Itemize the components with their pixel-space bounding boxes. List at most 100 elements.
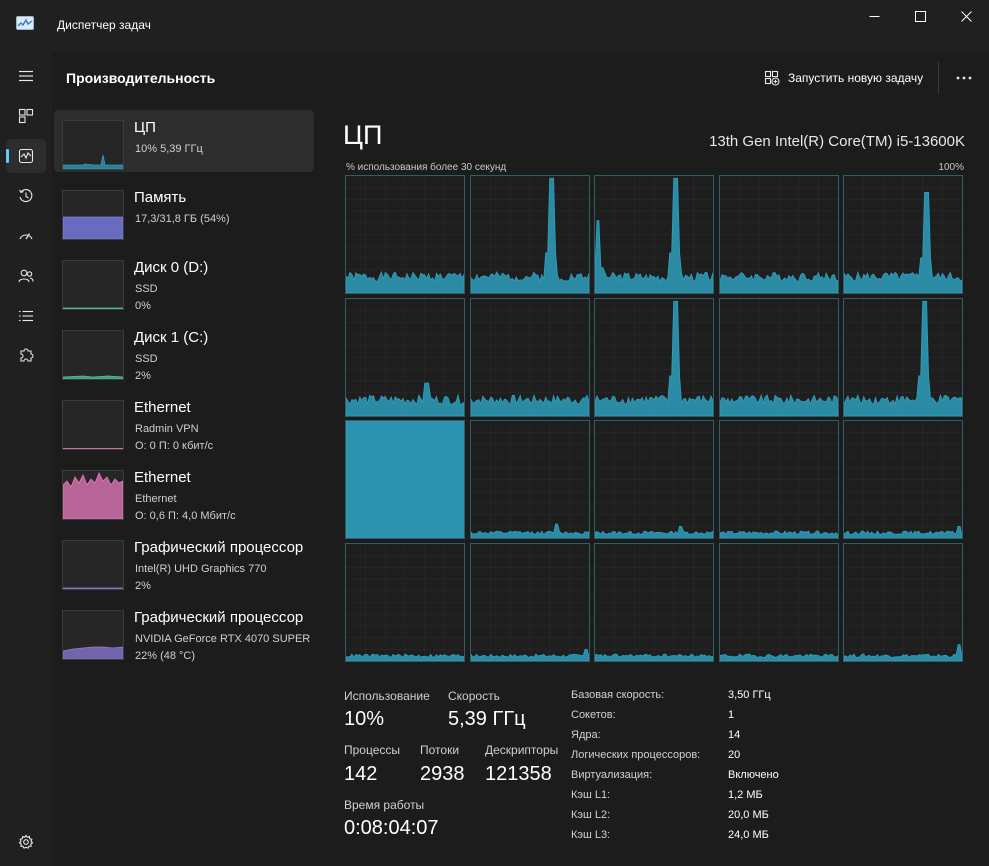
logical-processor-graph bbox=[469, 542, 590, 662]
processes-label: Процессы bbox=[344, 743, 401, 757]
task-manager-app-icon bbox=[16, 16, 34, 30]
device-subtitle: SSD bbox=[135, 353, 158, 365]
nav-users[interactable] bbox=[6, 259, 46, 293]
performance-icon bbox=[18, 148, 34, 164]
device-thumbnail-graph bbox=[62, 120, 124, 170]
spec-value: 1 bbox=[728, 709, 735, 721]
device-thumbnail-graph bbox=[62, 260, 124, 310]
device-subtitle: 17,3/31,8 ГБ (54%) bbox=[135, 213, 230, 225]
maximize-icon bbox=[914, 10, 926, 22]
spec-value: Включено bbox=[728, 769, 779, 781]
nav-settings[interactable] bbox=[6, 825, 46, 859]
usage-value: 10% bbox=[344, 708, 385, 730]
minimize-button[interactable] bbox=[851, 0, 897, 32]
nav-app-history[interactable] bbox=[6, 179, 46, 213]
window-title: Диспетчер задач bbox=[57, 18, 151, 32]
nav-services[interactable] bbox=[6, 339, 46, 373]
logical-processor-graph bbox=[469, 175, 590, 294]
more-options-button[interactable] bbox=[950, 64, 978, 92]
logical-processor-graph bbox=[345, 175, 465, 294]
device-item-6[interactable]: Графический процессор Intel(R) UHD Graphi… bbox=[54, 530, 314, 592]
spec-label: Виртуализация: bbox=[571, 769, 653, 781]
logical-processor-graph bbox=[718, 420, 839, 539]
threads-label: Потоки bbox=[420, 743, 460, 757]
startup-gauge-icon bbox=[19, 233, 33, 240]
logical-processor-graph bbox=[594, 297, 714, 417]
device-subtitle: 10% 5,39 ГГц bbox=[135, 143, 203, 155]
spec-label: Кэш L3: bbox=[571, 829, 611, 841]
device-thumbnail-graph bbox=[62, 400, 124, 450]
device-item-1[interactable]: Память 17,3/31,8 ГБ (54%) bbox=[54, 180, 314, 242]
device-detail: 2% bbox=[135, 580, 151, 592]
run-new-task-button[interactable]: Запустить новую задачу bbox=[764, 64, 923, 92]
device-name: Графический процессор bbox=[134, 609, 304, 626]
logical-processor-graph bbox=[469, 420, 590, 539]
spec-label: Ядра: bbox=[571, 729, 601, 741]
logical-processor-graph bbox=[345, 297, 465, 417]
nav-processes[interactable] bbox=[6, 99, 46, 133]
device-detail: О: 0 П: 0 кбит/с bbox=[135, 440, 214, 452]
hamburger-icon bbox=[19, 70, 33, 82]
speed-value: 5,39 ГГц bbox=[448, 708, 526, 730]
handles-label: Дескрипторы bbox=[485, 743, 559, 757]
handles-value: 121358 bbox=[485, 763, 552, 785]
device-detail: 22% (48 °C) bbox=[135, 650, 196, 662]
logical-processor-graph bbox=[843, 297, 963, 417]
run-task-icon bbox=[764, 70, 780, 86]
nav-performance[interactable] bbox=[6, 139, 46, 173]
logical-processor-graph bbox=[345, 542, 465, 662]
device-name: Диск 0 (D:) bbox=[134, 259, 209, 276]
device-name: Ethernet bbox=[134, 469, 191, 486]
logical-processor-graph bbox=[718, 175, 839, 294]
nav-startup-apps[interactable] bbox=[6, 219, 46, 253]
device-item-7[interactable]: Графический процессор NVIDIA GeForce RTX … bbox=[54, 600, 314, 662]
logical-processor-graph bbox=[345, 420, 465, 539]
spec-label: Сокетов: bbox=[571, 709, 616, 721]
logical-processor-graph bbox=[594, 175, 714, 294]
device-item-4[interactable]: Ethernet Radmin VPN О: 0 П: 0 кбит/с bbox=[54, 390, 314, 452]
device-thumbnail-graph bbox=[62, 330, 124, 380]
spec-value: 14 bbox=[728, 729, 741, 741]
spec-value: 3,50 ГГц bbox=[728, 689, 771, 701]
processes-value: 142 bbox=[344, 763, 378, 785]
spec-label: Кэш L1: bbox=[571, 789, 611, 801]
device-item-2[interactable]: Диск 0 (D:) SSD 0% bbox=[54, 250, 314, 312]
device-thumbnail-graph bbox=[62, 470, 124, 520]
device-item-5[interactable]: Ethernet Ethernet О: 0,6 П: 4,0 Мбит/с bbox=[54, 460, 314, 522]
spec-value: 20 bbox=[728, 749, 741, 761]
logical-processor-graph bbox=[718, 542, 839, 662]
title-bar: Диспетчер задач bbox=[0, 0, 989, 52]
logical-processor-graph bbox=[594, 542, 714, 662]
close-button[interactable] bbox=[943, 0, 989, 32]
spec-value: 20,0 МБ bbox=[728, 809, 769, 821]
nav-details[interactable] bbox=[6, 299, 46, 333]
device-name: Память bbox=[134, 189, 187, 206]
more-dots-icon bbox=[956, 76, 972, 80]
device-subtitle: NVIDIA GeForce RTX 4070 SUPER bbox=[135, 633, 311, 645]
logical-processor-graph bbox=[843, 175, 963, 294]
device-thumbnail-graph bbox=[62, 540, 124, 590]
processes-icon bbox=[18, 108, 34, 124]
main-content: Производительность Запустить новую задач… bbox=[52, 52, 989, 866]
uptime-label: Время работы bbox=[344, 798, 425, 812]
device-subtitle: Intel(R) UHD Graphics 770 bbox=[135, 563, 267, 575]
speed-label: Скорость bbox=[448, 689, 500, 703]
device-detail: О: 0,6 П: 4,0 Мбит/с bbox=[135, 510, 236, 522]
maximize-button[interactable] bbox=[897, 0, 943, 32]
history-icon bbox=[19, 189, 33, 203]
hamburger-menu-button[interactable] bbox=[6, 59, 46, 93]
logical-processor-graph bbox=[718, 297, 839, 417]
spec-value: 24,0 МБ bbox=[728, 829, 769, 841]
logical-processor-graph bbox=[843, 420, 963, 539]
device-name: Ethernet bbox=[134, 399, 191, 416]
device-item-0[interactable]: ЦП 10% 5,39 ГГц bbox=[54, 110, 314, 172]
device-item-3[interactable]: Диск 1 (C:) SSD 2% bbox=[54, 320, 314, 382]
spec-label: Базовая скорость: bbox=[571, 689, 665, 701]
graph-caption: % использования более 30 секунд bbox=[346, 162, 507, 173]
run-new-task-label: Запустить новую задачу bbox=[788, 71, 924, 85]
logical-processor-graph bbox=[469, 297, 590, 417]
minimize-icon bbox=[869, 15, 879, 17]
services-puzzle-icon bbox=[20, 348, 34, 362]
device-name: Графический процессор bbox=[134, 539, 304, 556]
logical-processor-graph bbox=[843, 542, 963, 662]
